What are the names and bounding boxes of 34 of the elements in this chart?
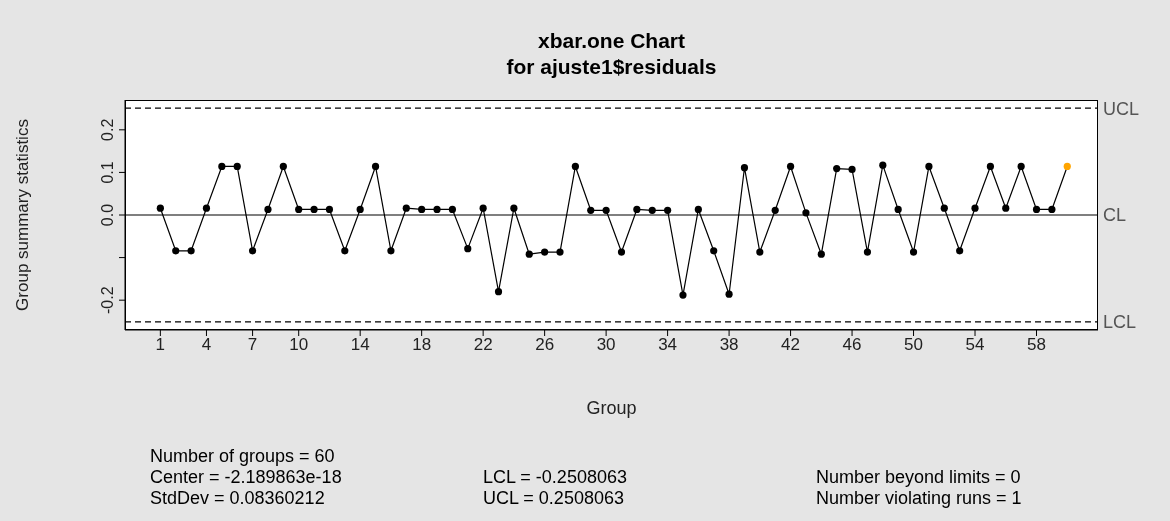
chart-title: xbar.one Chart bbox=[536, 28, 686, 54]
x-axis-title: Group bbox=[586, 398, 637, 418]
x-tick-label: 7 bbox=[247, 335, 258, 355]
ref-line-label: LCL bbox=[1103, 312, 1137, 333]
x-tick-label: 4 bbox=[201, 335, 212, 355]
y-axis-title: Group summary statistics bbox=[13, 119, 33, 311]
y-tick-label: -0.2 bbox=[99, 286, 116, 314]
x-tick-label: 26 bbox=[535, 335, 555, 355]
x-tick-label: 1 bbox=[155, 335, 166, 355]
y-tick-label: 0.1 bbox=[99, 161, 116, 184]
y-tick-label: 0.2 bbox=[99, 118, 116, 141]
text: StdDev = 0.08360212 bbox=[150, 488, 325, 509]
text: LCL = -0.2508063 bbox=[483, 467, 627, 488]
chart-subtitle: for ajuste1$residuals bbox=[505, 54, 718, 80]
text: Number of groups = 60 bbox=[150, 446, 335, 467]
x-tick-label: 50 bbox=[904, 335, 924, 355]
x-tick-label: 42 bbox=[781, 335, 801, 355]
x-tick-label: 30 bbox=[596, 335, 616, 355]
text: Number beyond limits = 0 bbox=[816, 467, 1021, 488]
text: Center = -2.189863e-18 bbox=[150, 467, 342, 488]
ref-line-label: UCL bbox=[1103, 98, 1140, 119]
x-tick-label: 34 bbox=[658, 335, 678, 355]
x-tick-label: 38 bbox=[719, 335, 739, 355]
ref-line-label: CL bbox=[1103, 205, 1127, 226]
x-tick-label: 58 bbox=[1027, 335, 1046, 355]
x-tick-label: 22 bbox=[473, 335, 493, 355]
text: UCL = 0.2508063 bbox=[483, 488, 624, 509]
x-tick-label: 54 bbox=[965, 335, 985, 355]
y-tick-label: 0.0 bbox=[99, 203, 116, 227]
text: Number violating runs = 1 bbox=[816, 488, 1022, 509]
x-tick-label: 18 bbox=[412, 335, 432, 355]
x-tick-label: 14 bbox=[350, 335, 370, 355]
x-tick-label: 10 bbox=[289, 335, 309, 355]
x-tick-label: 46 bbox=[842, 335, 862, 355]
